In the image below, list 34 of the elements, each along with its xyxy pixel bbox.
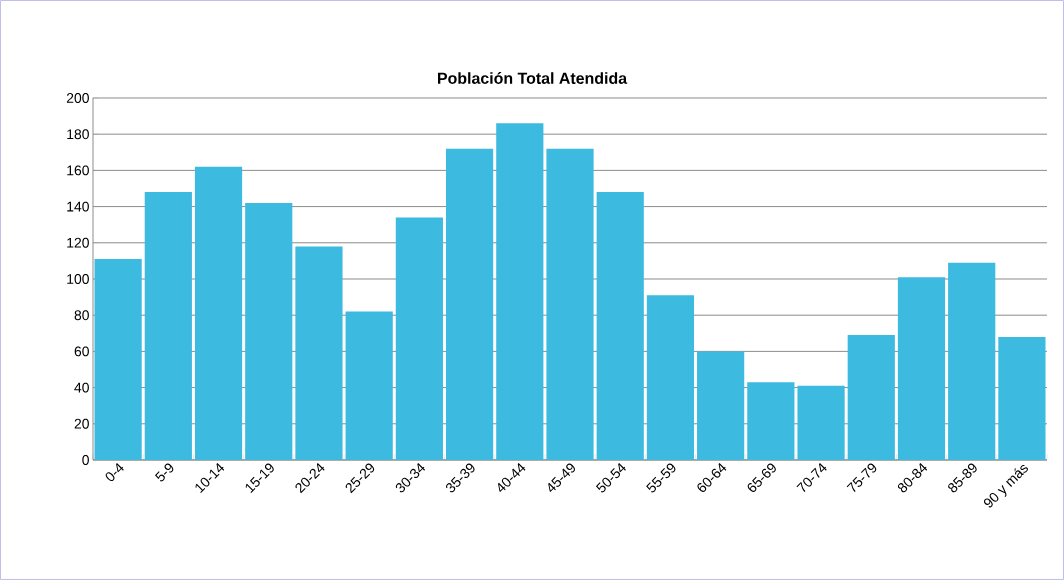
y-tick-label: 0 — [82, 455, 89, 465]
bar — [596, 192, 644, 460]
y-tick-label: 100 — [67, 274, 89, 284]
bar — [847, 335, 895, 460]
bar — [747, 382, 795, 460]
bar — [345, 311, 393, 460]
bar — [948, 262, 996, 460]
y-tick-label: 40 — [74, 382, 89, 393]
y-tick-label: 120 — [67, 237, 89, 248]
y-tick-label: 160 — [67, 165, 89, 176]
bar — [998, 336, 1046, 460]
x-tick-label: 90 y más — [983, 464, 1028, 508]
bar — [94, 259, 142, 460]
bar — [897, 277, 946, 460]
y-tick-label: 180 — [67, 129, 89, 140]
bar — [546, 148, 594, 460]
bar — [245, 202, 293, 460]
chart-title: Población Total Atendida — [438, 72, 628, 84]
bar — [797, 385, 845, 460]
bar — [445, 148, 494, 460]
bar — [295, 246, 343, 460]
bar — [194, 166, 243, 460]
x-tick-label: 5-9 — [154, 463, 174, 482]
y-tick-label: 20 — [74, 418, 89, 429]
x-tick-label: 0-4 — [105, 463, 124, 482]
bar — [144, 192, 192, 460]
y-tick-label: 140 — [67, 201, 89, 212]
bar — [646, 295, 695, 460]
y-tick-label: 200 — [66, 93, 89, 103]
y-tick-label: 60 — [74, 346, 89, 357]
bar — [697, 351, 745, 460]
y-tick-label: 80 — [74, 310, 89, 321]
bar — [496, 123, 544, 460]
bar — [395, 217, 443, 460]
